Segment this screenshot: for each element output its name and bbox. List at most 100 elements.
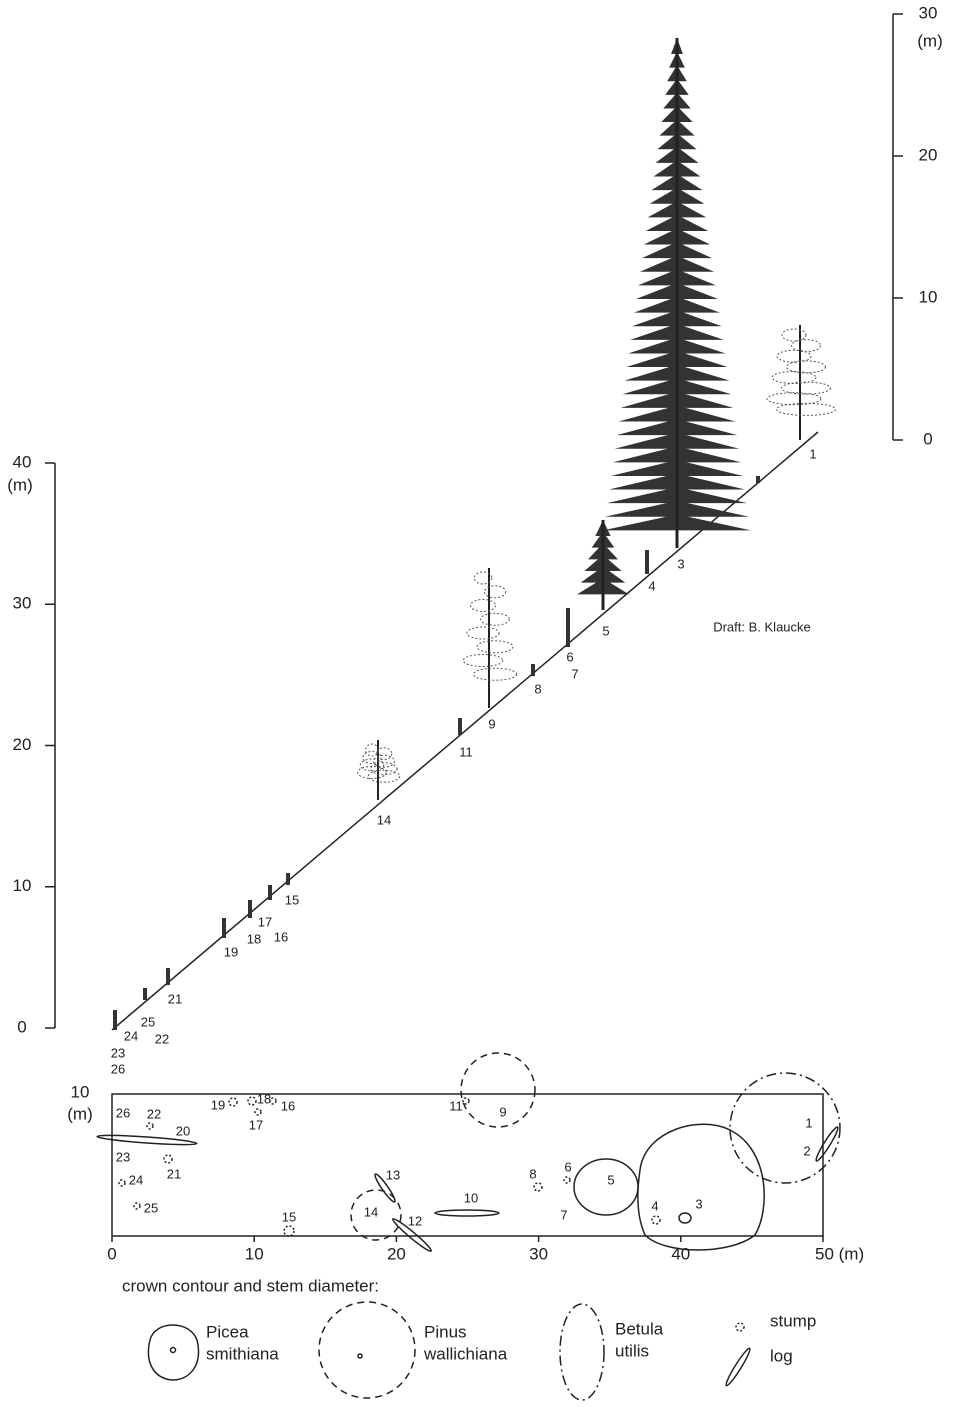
- tree-label: 4: [648, 578, 655, 593]
- tree-label: 14: [377, 812, 391, 827]
- tick-label: 0: [923, 429, 932, 448]
- log: [96, 1134, 198, 1146]
- plot-outline: [111, 1093, 824, 1237]
- tree-label: 21: [167, 1166, 181, 1181]
- tree-label: 13: [386, 1167, 400, 1182]
- tree-label: 7: [560, 1207, 567, 1222]
- legend-symbols: [147, 1301, 751, 1401]
- tree-label: 17: [249, 1117, 263, 1132]
- stem-remnant: [222, 918, 226, 938]
- tick-label: 40: [13, 452, 32, 471]
- legend-label: wallichiana: [423, 1344, 508, 1363]
- tree-label: 3: [695, 1196, 702, 1211]
- stem-remnant: [756, 476, 760, 483]
- tick-label: 10: [919, 287, 938, 306]
- tick-label: 10: [13, 876, 32, 895]
- unit: (m): [7, 475, 32, 494]
- tree-label: 15: [285, 892, 299, 907]
- log: [434, 1209, 500, 1217]
- tree: [577, 520, 629, 610]
- tree-label: 6: [566, 649, 573, 664]
- legend-label: utilis: [615, 1341, 649, 1360]
- legend-label: Betula: [615, 1319, 664, 1338]
- tree-label: 2: [803, 1143, 810, 1158]
- slope-line: [111, 431, 819, 1031]
- stem-remnant: [268, 885, 272, 900]
- stem-remnant: [458, 718, 462, 735]
- tick-label: 30: [529, 1244, 548, 1263]
- pinus-crown: [460, 1052, 536, 1128]
- tree-label: 11: [449, 1098, 463, 1113]
- tree-label: 8: [534, 681, 541, 696]
- tree-label: 20: [176, 1123, 190, 1138]
- tree-label: 1: [805, 1115, 812, 1130]
- legend-label: Pinus: [424, 1322, 467, 1341]
- tree-label: 22: [147, 1106, 161, 1121]
- tick-label: 40: [671, 1244, 690, 1263]
- tree-label: 24: [124, 1028, 138, 1043]
- tree-label: 16: [274, 929, 288, 944]
- tree-label: 6: [564, 1159, 571, 1174]
- credit: Draft: B. Klaucke: [713, 619, 811, 634]
- tree-label: 14: [364, 1204, 378, 1219]
- stem-remnant: [286, 873, 290, 885]
- tree-label: 23: [111, 1045, 125, 1060]
- legend-label: stump: [770, 1311, 816, 1330]
- stem-remnant: [645, 550, 649, 574]
- stem-remnant: [248, 900, 252, 918]
- tree-label: 18: [247, 931, 261, 946]
- tree-label: 5: [602, 623, 609, 638]
- crowns: [96, 1052, 841, 1252]
- tick-label: 50 (m): [815, 1244, 864, 1263]
- legend-label: Picea: [206, 1322, 249, 1341]
- tree-label: 11: [459, 744, 473, 759]
- stem-remnant: [143, 988, 147, 1000]
- tree-label: 7: [571, 666, 578, 681]
- tree-label: 22: [155, 1031, 169, 1046]
- tree-label: 15: [282, 1209, 296, 1224]
- tree-label: 24: [129, 1172, 143, 1187]
- tick-label: 20: [387, 1244, 406, 1263]
- tree: [462, 568, 518, 708]
- tree-label: 26: [111, 1061, 125, 1076]
- picea-crown: [637, 1123, 765, 1251]
- tree-label: 21: [168, 991, 182, 1006]
- log: [392, 1218, 432, 1252]
- tick-label: 30: [919, 3, 938, 22]
- tree-label: 8: [529, 1166, 536, 1181]
- unit: (m): [67, 1104, 92, 1123]
- tree-label: 9: [499, 1104, 506, 1119]
- stem-remnant: [166, 968, 170, 985]
- tree-label: 19: [211, 1097, 225, 1112]
- stumps: [118, 1096, 661, 1237]
- stem-remnant: [113, 1010, 117, 1030]
- tree-label: 26: [116, 1105, 130, 1120]
- tree-label: 5: [607, 1172, 614, 1187]
- tree-label: 1: [809, 446, 816, 461]
- tree-label: 10: [464, 1190, 478, 1205]
- tree-label: 25: [141, 1014, 155, 1029]
- tree-label: 12: [408, 1213, 422, 1228]
- tree-label: 16: [281, 1098, 295, 1113]
- tree: [766, 325, 836, 440]
- pinus-crown: [350, 1189, 402, 1241]
- tree-label: 23: [116, 1149, 130, 1164]
- tick-label: 0: [17, 1017, 26, 1036]
- betula-crown: [729, 1072, 841, 1184]
- stem: [678, 1212, 692, 1224]
- tick-label: 20: [919, 145, 938, 164]
- stem-remnant: [566, 608, 570, 647]
- log: [374, 1173, 396, 1203]
- tree-label: 25: [144, 1200, 158, 1215]
- unit: (m): [917, 31, 942, 50]
- tree-label: 3: [677, 556, 684, 571]
- log: [815, 1126, 839, 1162]
- tree-label: 4: [651, 1198, 658, 1213]
- legend-label: log: [770, 1346, 793, 1365]
- tree-label: 19: [224, 944, 238, 959]
- picea-crown: [573, 1158, 639, 1216]
- tick-label: 10: [71, 1082, 90, 1101]
- tick-label: 30: [13, 594, 32, 613]
- legend-title: crown contour and stem diameter:: [122, 1276, 379, 1295]
